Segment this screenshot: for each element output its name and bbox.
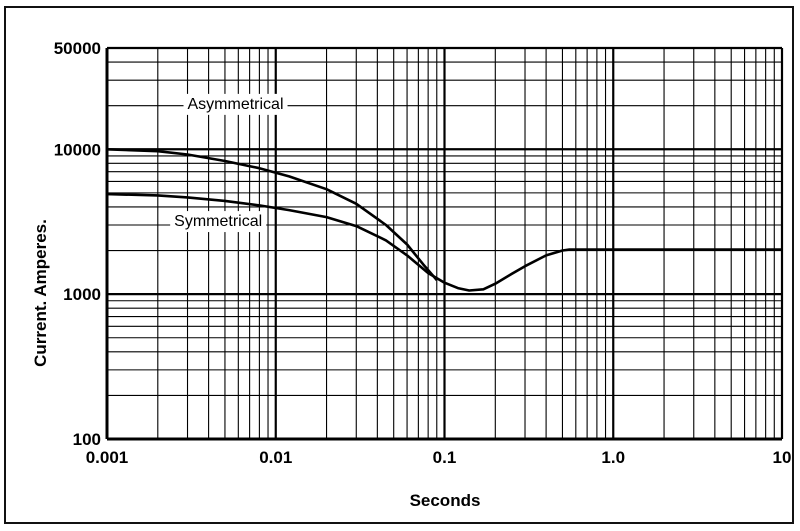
x-axis-title: Seconds: [410, 491, 481, 510]
series-label: Symmetrical: [174, 213, 262, 230]
x-tick-label: 0.01: [259, 448, 292, 467]
labels: Current. Amperes. Seconds 0.001 0.01 0.1 1.…: [31, 39, 791, 510]
y-tick-label: 1000: [63, 285, 101, 304]
x-tick-label: 10: [773, 448, 792, 467]
y-tick-label: 10000: [54, 140, 101, 159]
y-tick-label: 100: [73, 430, 101, 449]
y-tick-label: 50000: [54, 39, 101, 58]
curves: [106, 148, 782, 292]
series-label-group: Asymmetrical: [183, 93, 288, 115]
y-axis-title: Current. Amperes.: [31, 219, 50, 367]
series-label-background: [170, 211, 267, 233]
series-line: [106, 192, 782, 292]
x-tick-label: 0.001: [86, 448, 129, 467]
x-tick-label: 1.0: [601, 448, 625, 467]
series-label: Asymmetrical: [188, 96, 284, 113]
x-tick-label: 0.1: [433, 448, 457, 467]
series-label-background: [183, 93, 288, 115]
series-label-group: Symmetrical: [170, 211, 267, 233]
series-line: [106, 148, 438, 281]
